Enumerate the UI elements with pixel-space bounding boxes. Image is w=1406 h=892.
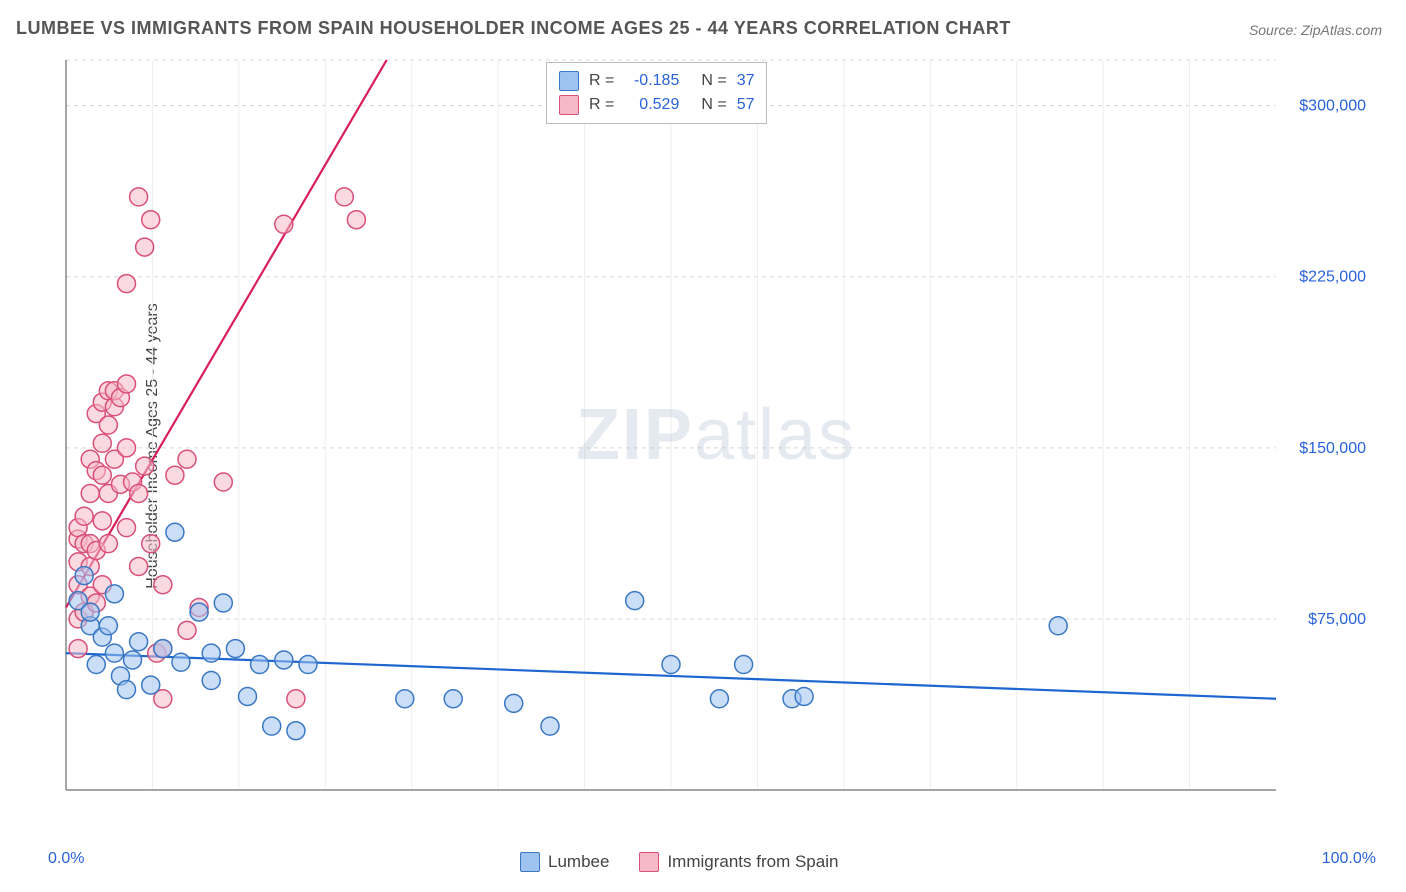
series-legend: Lumbee Immigrants from Spain bbox=[520, 852, 858, 872]
lumbee-swatch bbox=[520, 852, 540, 872]
spain-n-value: 57 bbox=[737, 96, 755, 114]
chart-container: LUMBEE VS IMMIGRANTS FROM SPAIN HOUSEHOL… bbox=[0, 0, 1406, 892]
legend-row-lumbee: R = -0.185 N = 37 bbox=[559, 69, 754, 93]
x-tick-max: 100.0% bbox=[1322, 850, 1376, 868]
svg-text:$225,000: $225,000 bbox=[1299, 269, 1366, 286]
scatter-plot-svg: $75,000 $150,000 $225,000 $300,000 bbox=[56, 50, 1376, 820]
legend-row-spain: R = 0.529 N = 57 bbox=[559, 93, 754, 117]
svg-text:$150,000: $150,000 bbox=[1299, 440, 1366, 457]
x-tick-min: 0.0% bbox=[48, 850, 84, 868]
lumbee-swatch bbox=[559, 71, 579, 91]
plot-area: $75,000$150,000$225,000$300,000 ZIPatlas… bbox=[56, 50, 1376, 820]
n-label: N = bbox=[701, 96, 726, 114]
lumbee-r-value: -0.185 bbox=[624, 72, 679, 90]
svg-text:$300,000: $300,000 bbox=[1299, 98, 1366, 115]
legend-item-lumbee: Lumbee bbox=[520, 852, 609, 872]
r-label: R = bbox=[589, 72, 614, 90]
chart-title: LUMBEE VS IMMIGRANTS FROM SPAIN HOUSEHOL… bbox=[16, 18, 1011, 39]
spain-swatch bbox=[559, 95, 579, 115]
lumbee-n-value: 37 bbox=[737, 72, 755, 90]
spain-label: Immigrants from Spain bbox=[667, 852, 838, 872]
spain-swatch bbox=[639, 852, 659, 872]
legend-item-spain: Immigrants from Spain bbox=[639, 852, 838, 872]
n-label: N = bbox=[701, 72, 726, 90]
correlation-legend: R = -0.185 N = 37 R = 0.529 N = 57 bbox=[546, 62, 767, 124]
spain-r-value: 0.529 bbox=[624, 96, 679, 114]
lumbee-label: Lumbee bbox=[548, 852, 609, 872]
svg-text:$75,000: $75,000 bbox=[1308, 611, 1366, 628]
source-attribution: Source: ZipAtlas.com bbox=[1249, 22, 1382, 38]
r-label: R = bbox=[589, 96, 614, 114]
